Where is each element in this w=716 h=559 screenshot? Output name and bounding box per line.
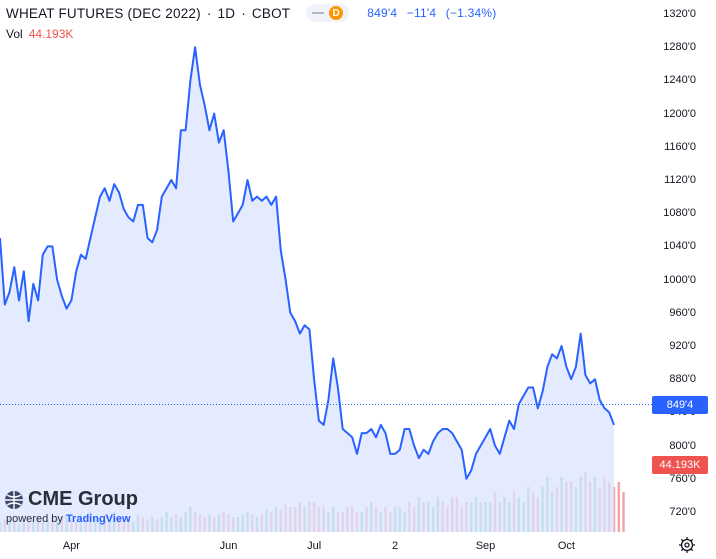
price-area-fill: [0, 47, 614, 532]
y-tick-label: 1240'0: [663, 74, 696, 87]
y-tick-label: 920'0: [669, 340, 696, 352]
powered-by-label: powered by: [6, 513, 63, 525]
y-tick-label: 1320'0: [663, 8, 696, 20]
gear-icon[interactable]: [678, 536, 696, 554]
interval-label[interactable]: 1D: [217, 5, 236, 21]
price-change-pct: (−1.34%): [445, 6, 497, 20]
y-tick-label: 1080'0: [663, 207, 696, 220]
y-tick-label: 720'0: [669, 506, 696, 518]
price-change: −11'4: [406, 6, 437, 20]
y-tick-label: 1280'0: [663, 41, 696, 54]
y-tick-label: 1120'0: [664, 174, 696, 186]
delayed-badge: D: [329, 6, 344, 20]
x-tick-label: 2: [391, 540, 399, 552]
volume-value: 44.193K: [28, 27, 74, 41]
price-info: 849'4 −11'4 (−1.34%): [367, 6, 502, 20]
exchange-label: CBOT: [251, 5, 291, 21]
status-badge[interactable]: D: [306, 4, 350, 22]
last-volume-tag: 44.193K: [652, 456, 708, 474]
tradingview-brand: TradingView: [65, 513, 131, 525]
y-tick-label: 1000'0: [663, 273, 696, 286]
eye-off-icon: [312, 12, 325, 14]
volume-bar: [622, 492, 625, 532]
separator: ·: [206, 5, 212, 21]
logo-name: CME Group: [28, 488, 138, 510]
x-tick-label: Sep: [475, 540, 496, 552]
cme-group-logo[interactable]: CME Group powered by TradingView: [4, 488, 138, 525]
y-tick-label: 1160'0: [664, 140, 696, 153]
x-tick-label: Apr: [62, 540, 80, 552]
chart-legend-header: WHEAT FUTURES (DEC 2022) · 1D · CBOT D 8…: [6, 4, 502, 22]
x-tick-label: Jun: [219, 540, 238, 552]
volume-bar: [617, 482, 620, 532]
volume-label: Vol: [6, 27, 23, 41]
y-tick-label: 760'0: [669, 472, 696, 485]
y-tick-label: 1040'0: [663, 240, 696, 253]
volume-legend: Vol 44.193K: [6, 27, 73, 41]
last-price: 849'4: [367, 6, 398, 20]
powered-by: powered by TradingView: [6, 513, 138, 525]
symbol-name[interactable]: WHEAT FUTURES (DEC 2022): [6, 5, 201, 21]
x-tick-label: Oct: [557, 540, 575, 552]
y-tick-label: 800'0: [669, 439, 696, 452]
y-tick-label: 880'0: [669, 373, 696, 386]
price-line: [0, 46, 615, 480]
y-tick-label: 1200'0: [663, 107, 696, 120]
x-tick-label: Jul: [307, 540, 322, 552]
cme-globe-icon: [5, 490, 23, 509]
separator: ·: [241, 5, 246, 21]
last-price-tag: 849'4: [652, 395, 708, 414]
y-tick-label: 960'0: [669, 306, 696, 319]
